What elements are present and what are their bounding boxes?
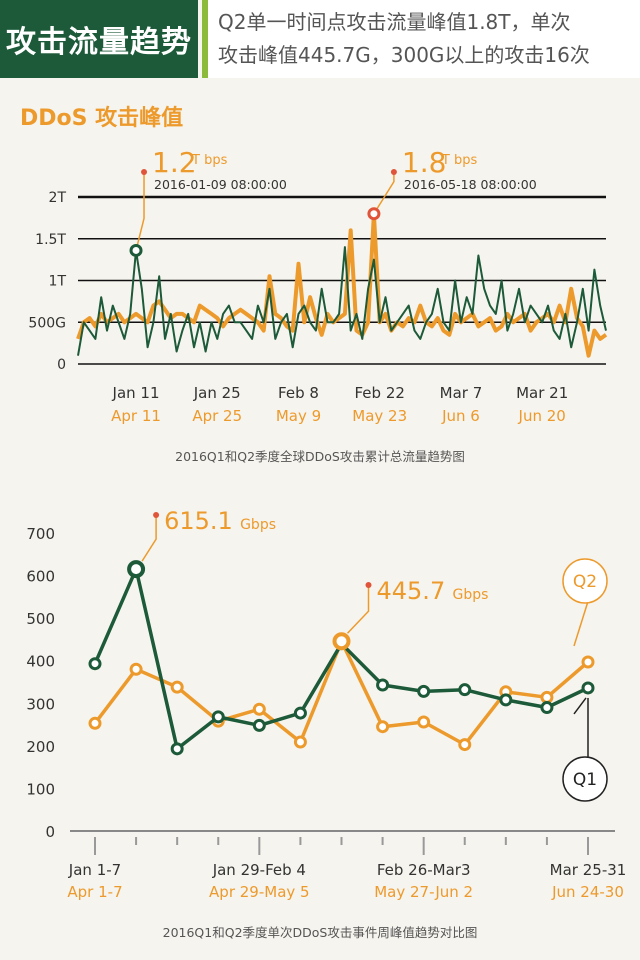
callout-dot — [365, 582, 372, 588]
header-subtitle: Q2单一时间点攻击流量峰值1.8T，单次 攻击峰值445.7G，300G以上的攻… — [202, 0, 640, 78]
x-tick-label-q2: Jun 24-30 — [551, 883, 624, 901]
series-line-q2 — [93, 639, 590, 747]
y-tick-label: 500G — [28, 315, 66, 331]
x-tick-label-q2: Jun 6 — [441, 407, 480, 425]
y-tick-label: 400 — [26, 653, 55, 671]
callout-unit: T bps — [191, 153, 228, 168]
y-tick-label: 700 — [26, 525, 55, 543]
data-point-q2 — [458, 738, 472, 752]
callout-unit: Gbps — [240, 517, 276, 533]
x-tick-label-q1: Feb 26-Mar3 — [377, 861, 471, 879]
y-tick-label: 600 — [26, 568, 55, 586]
y-tick-label: 100 — [26, 780, 55, 798]
data-point-q2 — [252, 702, 266, 716]
x-tick-label-q1: Mar 21 — [516, 384, 568, 402]
header-title: 攻击流量趋势 — [0, 0, 198, 78]
data-point-q2 — [540, 690, 554, 704]
data-point-q2 — [376, 720, 390, 734]
peak-marker — [127, 560, 146, 579]
callout-leader — [135, 172, 145, 251]
series-label-q2: Q2 — [573, 572, 597, 592]
series-label-q1: Q1 — [573, 770, 597, 790]
weekly-peak-chart: 0 100 200 300 400 500 600 700 Jan 1-7 Apr 1-7 Jan … — [26, 507, 627, 901]
x-tick-label-q1: Jan 25 — [193, 384, 241, 402]
data-point-q1 — [540, 701, 554, 715]
data-point-q1 — [581, 681, 595, 695]
callout-dot — [153, 512, 160, 518]
callout-dot — [390, 169, 397, 175]
y-tick-label: 1.5T — [35, 232, 66, 248]
callout-leader — [346, 585, 370, 634]
callout-value: 1.8 — [402, 146, 447, 179]
y-tick-label: 500 — [26, 610, 55, 628]
y-tick-label: 1T — [49, 274, 67, 290]
data-point-q2 — [293, 735, 307, 749]
x-tick-label-q1: Feb 8 — [278, 384, 319, 402]
series-label-circle-q2 — [562, 558, 608, 604]
x-tick-label-q2: May 23 — [352, 407, 407, 425]
traffic-chart-caption: 2016Q1和Q2季度全球DDoS攻击累计总流量趋势图 — [175, 449, 465, 464]
data-point-q1 — [293, 706, 307, 720]
y-tick-label: 200 — [26, 738, 55, 756]
x-tick-label-q2: Jun 20 — [518, 407, 566, 425]
callout-value: 1.2 — [152, 146, 197, 179]
peak-marker — [129, 243, 143, 257]
data-point-q2 — [581, 655, 595, 669]
x-tick-label-q1: Jan 11 — [112, 384, 160, 402]
data-point-q1 — [88, 657, 102, 671]
data-point-q1 — [458, 683, 472, 697]
y-tick-label: 0 — [57, 357, 66, 373]
data-point-q1 — [170, 742, 184, 756]
data-point-q2 — [170, 680, 184, 694]
callout-leader — [141, 515, 157, 562]
data-point-q2 — [417, 715, 431, 729]
data-point-q1 — [252, 718, 266, 732]
series-line-q1 — [77, 246, 607, 356]
x-tick-label-q1: Feb 22 — [355, 384, 405, 402]
callout-time: 2016-01-09 08:00:00 — [154, 177, 287, 192]
data-point-q2 — [88, 716, 102, 730]
callout-unit: T bps — [441, 153, 478, 168]
series-line-q1 — [93, 567, 589, 751]
x-tick-label-q2: Apr 11 — [111, 407, 161, 425]
x-tick-label-q2: Apr 25 — [192, 407, 242, 425]
x-tick-label-q1: Mar 25-31 — [550, 861, 627, 879]
x-tick-label-q2: Apr 1-7 — [67, 883, 122, 901]
x-tick-label-q2: May 9 — [276, 407, 321, 425]
y-tick-label: 2T — [49, 190, 67, 206]
data-point-q1 — [417, 684, 431, 698]
y-tick-label: 0 — [45, 823, 55, 841]
series-label-leader-q1 — [573, 697, 587, 715]
callout-dot — [141, 169, 148, 175]
header: 攻击流量趋势 Q2单一时间点攻击流量峰值1.8T，单次 攻击峰值445.7G，3… — [0, 0, 640, 78]
traffic-chart: 0 500G 1T 1.5T 2T Jan 11 Apr 11 Jan 25 Apr 25 Feb… — [28, 146, 608, 425]
subtitle-line-2: 攻击峰值445.7G，300G以上的攻击16次 — [218, 43, 590, 67]
callout-unit: Gbps — [453, 587, 489, 603]
x-tick-label-q2: Apr 29-May 5 — [209, 883, 310, 901]
callout-value: 615.1 — [164, 507, 233, 535]
callout-time: 2016-05-18 08:00:00 — [404, 177, 537, 192]
callout-value: 445.7 — [377, 577, 446, 605]
section-title: DDoS 攻击峰值 — [20, 106, 184, 131]
x-tick-label-q1: Jan 29-Feb 4 — [212, 861, 306, 879]
series-line-q2 — [76, 211, 608, 358]
subtitle-line-1: Q2单一时间点攻击流量峰值1.8T，单次 — [218, 10, 571, 34]
data-point-q2 — [129, 662, 143, 676]
callout-leader — [373, 172, 395, 215]
data-point-q1 — [499, 693, 513, 707]
peak-marker — [367, 207, 381, 221]
weekly-peak-chart-caption: 2016Q1和Q2季度单次DDoS攻击事件周峰值趋势对比图 — [162, 925, 478, 940]
data-point-q1 — [211, 710, 225, 724]
x-tick-label-q2: May 27-Jun 2 — [374, 883, 473, 901]
series-label-circle-q1 — [562, 756, 608, 802]
x-tick-label-q1: Jan 1-7 — [68, 861, 121, 879]
x-tick-label-q1: Mar 7 — [440, 384, 483, 402]
peak-marker — [332, 632, 351, 651]
data-point-q1 — [376, 678, 390, 692]
y-tick-label: 300 — [26, 695, 55, 713]
